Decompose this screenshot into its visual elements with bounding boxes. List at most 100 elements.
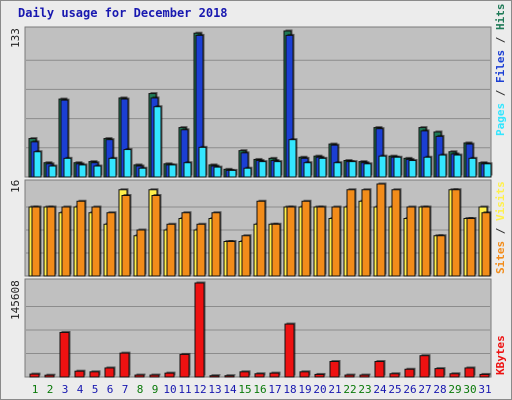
x-tick-label: 13: [208, 383, 221, 396]
bar-kbytes-day-10: [164, 372, 175, 378]
panel-hits-files-pages: [24, 26, 492, 178]
x-tick-label: 17: [268, 383, 281, 396]
bar-kbytes-day-2-shadow: [46, 373, 56, 376]
bar-pages-day-30: [468, 157, 477, 178]
bar-sites-day-20: [316, 206, 326, 277]
x-tick-label: 16: [253, 383, 266, 396]
bar-kbytes-day-13-shadow: [211, 374, 221, 376]
bar-sites-day-18: [286, 206, 296, 277]
ytick-visits: 16: [9, 180, 22, 193]
bar-pages-day-27: [423, 156, 432, 178]
bar-sites-day-22: [346, 189, 356, 277]
bar-pages-day-23: [363, 163, 372, 178]
bar-pages-day-16: [258, 161, 267, 178]
x-tick-label: 14: [223, 383, 237, 396]
bar-pages-day-8: [138, 167, 147, 178]
x-tick-label: 20: [313, 383, 326, 396]
x-tick-label: 29: [448, 383, 461, 396]
bar-kbytes-day-15: [239, 371, 250, 378]
bar-kbytes-day-2: [44, 374, 55, 378]
x-tick-label: 25: [388, 383, 401, 396]
bar-sites-day-15: [241, 235, 251, 277]
bar-kbytes-day-11: [179, 353, 190, 378]
bar-pages-day-28: [438, 154, 447, 178]
bar-kbytes-day-23-shadow: [361, 373, 371, 376]
chart-title: Daily usage for December 2018: [18, 6, 228, 20]
bar-sites-day-26: [406, 206, 416, 277]
legend-files: Files: [494, 50, 507, 83]
bar-pages-day-6: [108, 157, 117, 178]
x-tick-label: 3: [62, 383, 69, 396]
x-tick-label: 26: [403, 383, 416, 396]
bar-kbytes-day-18: [284, 323, 295, 378]
x-tick-label: 15: [238, 383, 251, 396]
x-tick-label: 10: [163, 383, 176, 396]
bar-kbytes-day-17: [269, 372, 280, 378]
bar-sites-day-27: [421, 206, 431, 277]
bar-sites-day-7: [121, 195, 131, 277]
legend-vertical: KBytes: [494, 335, 507, 375]
bar-sites-day-13: [211, 212, 221, 277]
bar-kbytes-day-29: [449, 373, 460, 378]
bar-pages-day-24: [378, 155, 387, 178]
x-tick-label: 19: [298, 383, 311, 396]
x-tick-label: 22: [343, 383, 356, 396]
bar-kbytes-day-25: [389, 373, 400, 378]
bar-kbytes-day-5: [89, 371, 100, 378]
bar-sites-day-17: [271, 223, 281, 277]
x-tick-label: 2: [47, 383, 54, 396]
bar-sites-day-3: [61, 206, 71, 277]
x-tick-label: 4: [77, 383, 84, 396]
legend-hits: Hits: [494, 4, 507, 31]
bar-pages-day-5: [93, 165, 102, 178]
bar-kbytes-day-19: [299, 371, 310, 378]
bar-pages-day-25: [393, 156, 402, 178]
bar-sites-day-16: [256, 200, 266, 277]
x-tick-label: 30: [463, 383, 476, 396]
legend-kbytes: KBytes: [494, 335, 507, 375]
bar-kbytes-day-22-shadow: [346, 373, 356, 376]
bar-pages-day-11: [183, 162, 192, 178]
bar-kbytes-day-14: [224, 375, 235, 378]
legend-pages: Pages: [494, 103, 507, 136]
x-tick-label: 21: [328, 383, 341, 396]
legend-vertical: Pages / Files / Hits: [494, 4, 507, 137]
legend-vertical: Sites / Visits: [494, 181, 507, 274]
bar-pages-day-3: [63, 157, 72, 178]
bar-kbytes-day-6: [104, 367, 115, 378]
bar-pages-day-14: [228, 169, 237, 178]
bar-kbytes-day-23: [359, 374, 370, 378]
bar-pages-day-29: [453, 154, 462, 178]
bar-kbytes-day-16: [254, 373, 265, 378]
bar-sites-day-19: [301, 200, 311, 277]
legend-visits: Visits: [494, 181, 507, 221]
bar-sites-day-5: [91, 206, 101, 277]
bar-pages-day-10: [168, 164, 177, 178]
bar-pages-day-26: [408, 160, 417, 178]
bar-pages-day-9: [153, 106, 162, 178]
bar-kbytes-day-8: [134, 374, 145, 378]
x-tick-label: 28: [433, 383, 446, 396]
bar-pages-day-17: [273, 161, 282, 178]
bar-pages-day-4: [78, 164, 87, 178]
x-tick-label: 11: [178, 383, 191, 396]
legend-separator: /: [494, 83, 507, 103]
bar-kbytes-day-14-shadow: [226, 374, 236, 376]
bar-sites-day-4: [76, 200, 86, 277]
x-tick-label: 9: [152, 383, 159, 396]
bar-kbytes-day-3: [59, 331, 70, 378]
bar-sites-day-12: [196, 223, 206, 277]
bar-pages-day-18: [288, 139, 297, 178]
x-tick-label: 27: [418, 383, 431, 396]
bar-kbytes-day-26: [404, 368, 415, 378]
bar-sites-day-31: [481, 212, 491, 277]
bar-kbytes-day-12: [194, 282, 205, 378]
bar-sites-day-28: [436, 235, 446, 277]
bar-pages-day-20: [318, 157, 327, 178]
x-tick-label: 23: [358, 383, 371, 396]
x-tick-label: 12: [193, 383, 206, 396]
x-tick-label: 6: [107, 383, 114, 396]
bar-kbytes-day-31: [479, 373, 490, 378]
bar-sites-day-1: [31, 206, 41, 277]
